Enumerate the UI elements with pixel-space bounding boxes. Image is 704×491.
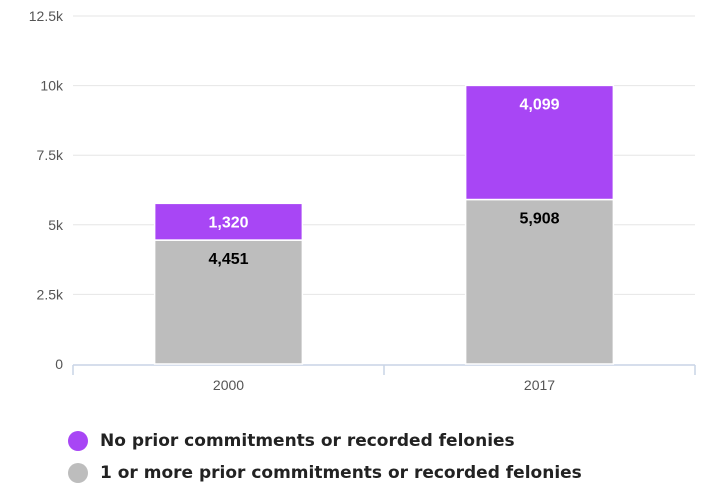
y-tick-label-4: 10k: [40, 78, 64, 94]
data-label-2017-series-1: 4,099: [519, 96, 559, 113]
legend-item-prior[interactable]: 1 or more prior commitments or recorded …: [68, 457, 582, 489]
stacked-bar-chart: 0 2.5k 5k 7.5k 10k 12.5k 4,451 1,320 2000 5,908 4,…: [29, 8, 696, 393]
data-label-2017-series-0: 5,908: [519, 211, 559, 228]
data-label-2000-series-1: 1,320: [208, 214, 248, 231]
y-tick-label-3: 7.5k: [37, 147, 64, 163]
data-label-2000-series-0: 4,451: [208, 251, 248, 268]
legend-label-no-prior: No prior commitments or recorded felonie…: [100, 431, 515, 451]
bar-2000-series-0: [153, 239, 304, 365]
legend-item-no-prior[interactable]: No prior commitments or recorded felonie…: [68, 425, 582, 457]
x-tick-label-0: 2000: [213, 377, 244, 393]
bar-2017-series-0: [464, 198, 615, 365]
y-tick-label-0: 0: [55, 356, 63, 372]
legend: No prior commitments or recorded felonie…: [68, 425, 582, 489]
legend-label-prior: 1 or more prior commitments or recorded …: [100, 463, 582, 483]
y-tick-label-1: 2.5k: [37, 286, 64, 302]
legend-marker-no-prior: [68, 431, 88, 451]
y-tick-label-5: 12.5k: [29, 8, 64, 24]
x-tick-label-1: 2017: [524, 377, 555, 393]
bar-2017-series-1: [464, 84, 615, 201]
legend-marker-prior: [68, 463, 88, 483]
y-tick-label-2: 5k: [48, 217, 64, 233]
bar-2000-series-1: [153, 202, 304, 241]
